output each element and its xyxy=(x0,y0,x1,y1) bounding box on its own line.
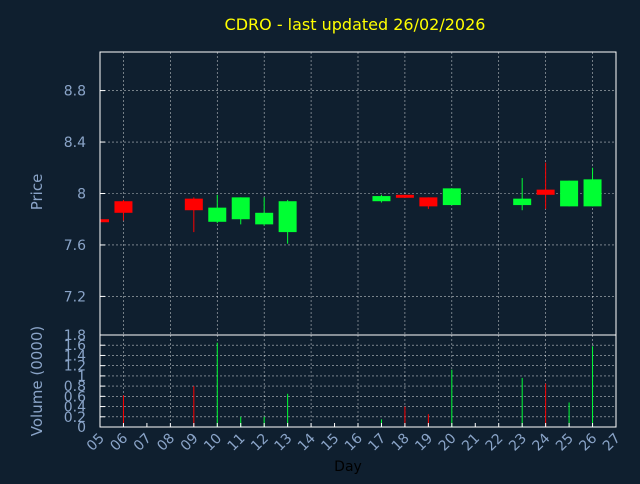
candle-body xyxy=(100,219,109,223)
volume-y-tick-label: 1.8 xyxy=(64,328,86,344)
volume-y-tick-label: 1.6 xyxy=(64,338,86,354)
volume-bars xyxy=(122,342,594,427)
candle-body xyxy=(114,201,133,213)
volume-y-ticks: 00.20.40.60.811.21.41.61.8 xyxy=(64,328,105,436)
volume-y-tick-label: 1.2 xyxy=(64,359,86,375)
chart-title: CDRO - last updated 26/02/2026 xyxy=(225,15,486,34)
candle-body xyxy=(560,180,579,207)
candle-body xyxy=(536,189,555,195)
volume-y-tick-label: 0.6 xyxy=(64,389,86,405)
candle-body xyxy=(395,194,414,198)
price-candles xyxy=(99,162,602,244)
candle-body xyxy=(442,188,461,206)
price-y-tick-label: 7.2 xyxy=(64,289,86,305)
volume-y-tick-label: 0 xyxy=(77,420,86,436)
price-y-tick-label: 8.8 xyxy=(64,84,86,100)
price-y-tick-label: 7.6 xyxy=(64,238,86,254)
price-panel: 7.2 7.6 8 8.4 8.8 Price xyxy=(28,51,617,336)
day-x-ticks: 05 06 07 08 09 10 11 12 13 14 15 16 17 18 19 20 21 22 23 24… xyxy=(84,423,624,454)
candle-body xyxy=(278,201,297,233)
volume-y-tick-label: 0.4 xyxy=(64,400,86,416)
candle-body xyxy=(231,197,250,220)
volume-frame xyxy=(99,334,617,428)
volume-panel: 00.20.40.60.811.21.41.61.8 05 06 07 08 09 10 1… xyxy=(28,326,624,475)
candle-body xyxy=(208,207,227,222)
price-y-ticks: 7.2 7.6 8 8.4 8.8 xyxy=(64,84,105,305)
candle-body xyxy=(184,198,203,211)
volume-y-tick-label: 1.4 xyxy=(64,348,86,364)
volume-axis-label: Volume (0000) xyxy=(28,326,46,436)
candle-body xyxy=(419,197,438,207)
volume-y-tick-label: 0.2 xyxy=(64,410,86,426)
day-axis-label: Day xyxy=(334,459,362,475)
price-y-tick-label: 8.4 xyxy=(64,135,86,151)
candle-body xyxy=(583,179,602,207)
candle-body xyxy=(372,196,391,202)
volume-y-tick-label: 0.8 xyxy=(64,379,86,395)
price-axis-label: Price xyxy=(28,174,46,211)
candle-body xyxy=(255,212,274,225)
price-y-tick-label: 8 xyxy=(77,187,86,203)
volume-y-tick-label: 1 xyxy=(77,369,86,385)
candle-body xyxy=(513,198,532,206)
